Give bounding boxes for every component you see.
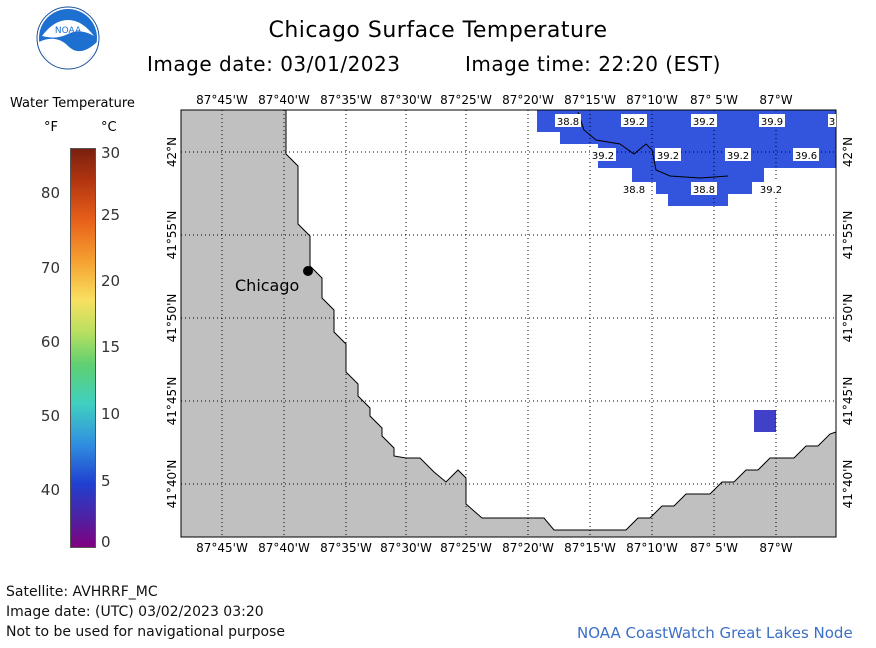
- temperature-label: 39.9: [761, 117, 783, 128]
- latitude-label-right: 41°40'N: [841, 460, 855, 509]
- fahrenheit-tick: 40: [40, 481, 60, 499]
- temperature-label: 39.2: [657, 151, 679, 162]
- latitude-label-right: 41°45'N: [841, 377, 855, 426]
- temperature-label-bg: [828, 114, 836, 127]
- longitude-label-bottom: 87°30'W: [380, 541, 432, 555]
- celsius-tick: 0: [101, 533, 111, 551]
- utc-date-label: Image date: (UTC) 03/02/2023 03:20: [6, 604, 264, 620]
- longitude-label-bottom: 87°35'W: [320, 541, 372, 555]
- longitude-label-top: 87°W: [759, 93, 792, 107]
- legend-unit-fahrenheit: °F: [44, 120, 58, 135]
- noaa-logo-text: NOAA: [55, 26, 82, 36]
- legend-unit-celsius: °C: [101, 120, 117, 135]
- celsius-tick: 10: [101, 405, 121, 423]
- temperature-label-bg: [555, 114, 581, 127]
- image-date-label: Image date: 03/01/2023: [147, 52, 401, 76]
- longitude-label-bottom: 87°10'W: [626, 541, 678, 555]
- temperature-label: 39.2: [727, 151, 749, 162]
- sst-isolated-pixel: [754, 410, 776, 432]
- latitude-label-right: 41°55'N: [841, 211, 855, 260]
- temperature-label-bg: [590, 148, 616, 161]
- longitude-label-top: 87°20'W: [502, 93, 554, 107]
- temperature-label: 39.2: [623, 117, 645, 128]
- chicago-marker: [303, 266, 313, 276]
- longitude-label-top: 87°10'W: [626, 93, 678, 107]
- longitude-label-bottom: 87°40'W: [258, 541, 310, 555]
- latitude-label-left: 42°N: [165, 137, 179, 167]
- temperature-label-bg: [691, 114, 717, 127]
- image-time-label: Image time: 22:20 (EST): [465, 52, 721, 76]
- celsius-tick: 30: [101, 144, 121, 162]
- temperature-label-bg: [621, 182, 647, 195]
- credit-label: NOAA CoastWatch Great Lakes Node: [577, 624, 853, 642]
- temperature-label-bg: [655, 148, 681, 161]
- fahrenheit-tick: 50: [40, 407, 60, 425]
- fahrenheit-tick: 80: [40, 184, 60, 202]
- longitude-label-top: 87°30'W: [380, 93, 432, 107]
- longitude-label-bottom: 87°25'W: [440, 541, 492, 555]
- longitude-label-bottom: 87°45'W: [196, 541, 248, 555]
- map-frame: [180, 109, 837, 538]
- celsius-tick: 20: [101, 272, 121, 290]
- longitude-label-bottom: 87°15'W: [564, 541, 616, 555]
- celsius-tick: 25: [101, 206, 121, 224]
- latitude-label-left: 41°40'N: [165, 460, 179, 509]
- longitude-label-top: 87°40'W: [258, 93, 310, 107]
- temperature-label-bg: [759, 114, 785, 127]
- temperature-label: 39.6: [795, 151, 817, 162]
- latitude-label-right: 41°50'N: [841, 294, 855, 343]
- temperature-label: 38.8: [557, 117, 579, 128]
- noaa-logo: NOAA: [36, 6, 100, 70]
- longitude-label-bottom: 87°20'W: [502, 541, 554, 555]
- legend-title: Water Temperature: [10, 96, 135, 111]
- land-area: [180, 109, 837, 538]
- temperature-label-bg: [793, 148, 819, 161]
- longitude-label-top: 87°25'W: [440, 93, 492, 107]
- satellite-label: Satellite: AVHRRF_MC: [6, 584, 158, 600]
- temperature-label: 39.2: [592, 151, 614, 162]
- latitude-label-left: 41°45'N: [165, 377, 179, 426]
- longitude-label-top: 87°45'W: [196, 93, 248, 107]
- temperature-label-bg: [725, 148, 751, 161]
- latitude-label-right: 42°N: [841, 137, 855, 167]
- data-boundary-line: [577, 111, 729, 179]
- page-title: Chicago Surface Temperature: [268, 18, 608, 43]
- temperature-label: 39.2: [760, 185, 782, 196]
- longitude-label-top: 87° 5'W: [690, 93, 738, 107]
- latitude-label-left: 41°50'N: [165, 294, 179, 343]
- celsius-tick: 5: [101, 472, 111, 490]
- temperature-label: 3: [829, 117, 835, 128]
- color-scale-bar: [70, 148, 96, 548]
- longitude-label-bottom: 87° 5'W: [690, 541, 738, 555]
- celsius-tick: 15: [101, 338, 121, 356]
- temperature-label: 38.8: [693, 185, 715, 196]
- fahrenheit-tick: 60: [40, 333, 60, 351]
- temperature-label: 39.2: [693, 117, 715, 128]
- temperature-label-bg: [758, 182, 784, 195]
- temperature-label: 38.8: [623, 185, 645, 196]
- latitude-label-left: 41°55'N: [165, 211, 179, 260]
- longitude-label-top: 87°15'W: [564, 93, 616, 107]
- temperature-label-bg: [691, 182, 717, 195]
- disclaimer-label: Not to be used for navigational purpose: [6, 624, 285, 640]
- longitude-label-bottom: 87°W: [759, 541, 792, 555]
- city-label-chicago: Chicago: [235, 276, 299, 295]
- longitude-label-top: 87°35'W: [320, 93, 372, 107]
- temperature-label-bg: [621, 114, 647, 127]
- fahrenheit-tick: 70: [40, 259, 60, 277]
